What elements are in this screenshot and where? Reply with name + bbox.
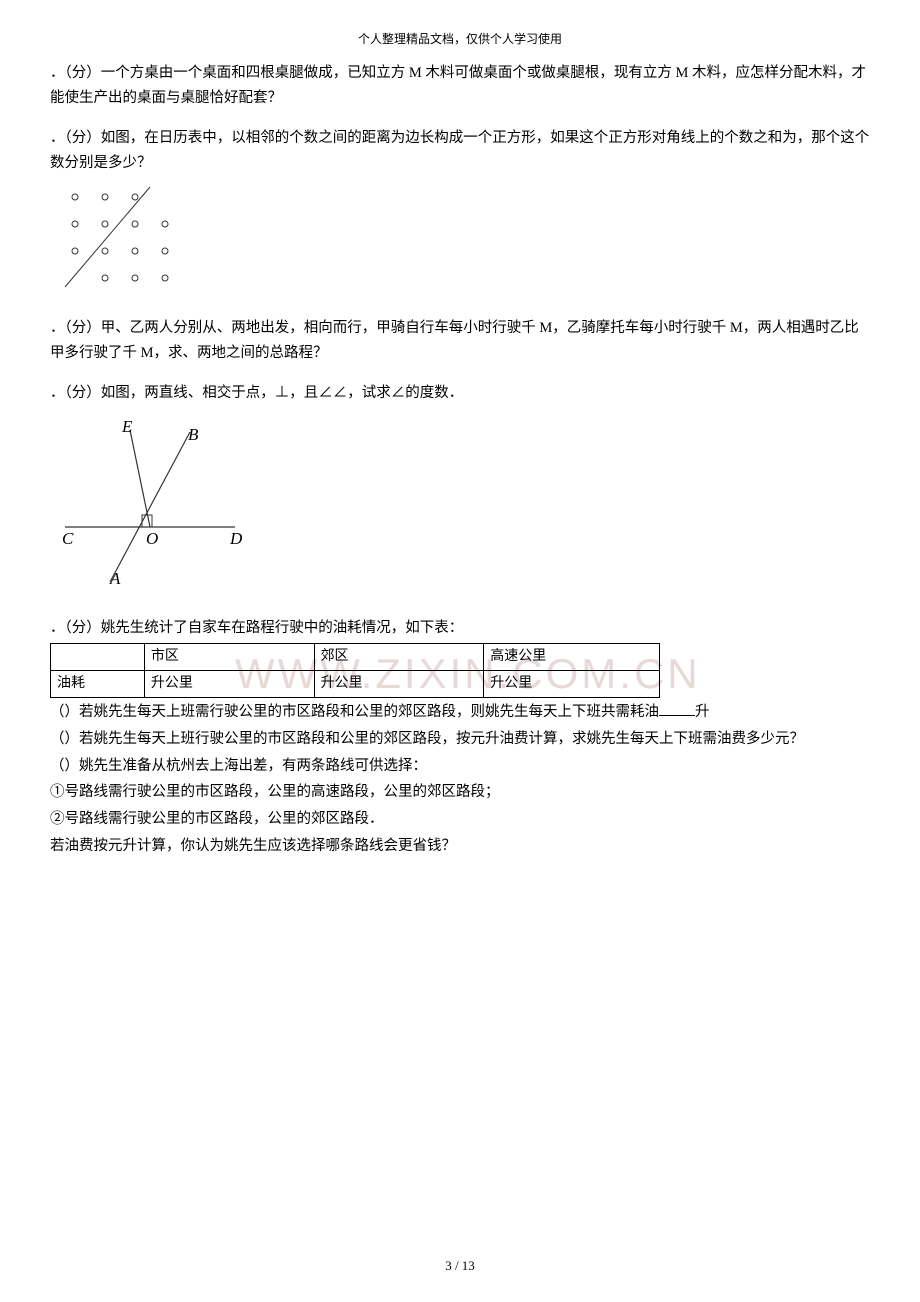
calendar-figure: [60, 182, 870, 300]
table-cell: 升公里: [144, 671, 314, 698]
fuel-table: 市区 郊区 高速公里 油耗 升公里 升公里 升公里: [50, 643, 870, 699]
page-footer: 3 / 13: [0, 1256, 920, 1277]
table-row: 市区 郊区 高速公里: [51, 643, 660, 670]
table-cell: 升公里: [484, 671, 660, 698]
label-A: A: [109, 569, 121, 588]
question-5-final: 若油费按元升计算，你认为姚先生应该选择哪条路线会更省钱？: [50, 834, 870, 859]
page-content: 个人整理精品文档，仅供个人学习使用 ．（分）一个方桌由一个桌面和四根桌腿做成，已…: [50, 30, 870, 858]
question-5-opt2: ②号路线需行驶公里的市区路段，公里的郊区路段．: [50, 807, 870, 832]
question-4: ．（分）如图，两直线、相交于点，⊥，且∠∠，试求∠的度数．: [50, 381, 870, 406]
label-O: O: [146, 529, 158, 548]
q5-sub1-text-b: 升: [695, 704, 710, 720]
question-5-intro: ．（分）姚先生统计了自家车在路程行驶中的油耗情况，如下表：: [50, 616, 870, 641]
q5-sub1-text-a: （）若姚先生每天上班需行驶公里的市区路段和公里的郊区路段，则姚先生每天上下班共需…: [50, 704, 659, 720]
label-B: B: [188, 425, 199, 444]
label-C: C: [62, 529, 74, 548]
question-5-opt1: ①号路线需行驶公里的市区路段，公里的高速路段，公里的郊区路段；: [50, 780, 870, 805]
label-E: E: [121, 417, 133, 436]
table-cell: [51, 643, 145, 670]
table-cell: 油耗: [51, 671, 145, 698]
label-D: D: [229, 529, 243, 548]
table-row: 油耗 升公里 升公里 升公里: [51, 671, 660, 698]
table-cell: 升公里: [314, 671, 484, 698]
geometry-figure: E B C O D A: [60, 412, 870, 600]
table-cell: 郊区: [314, 643, 484, 670]
blank-fill: [659, 702, 695, 717]
question-5-sub2: （）若姚先生每天上班行驶公里的市区路段和公里的郊区路段，按元升油费计算，求姚先生…: [50, 727, 870, 752]
page-header: 个人整理精品文档，仅供个人学习使用: [50, 30, 870, 49]
table-cell: 市区: [144, 643, 314, 670]
table-cell: 高速公里: [484, 643, 660, 670]
question-5-sub3: （）姚先生准备从杭州去上海出差，有两条路线可供选择：: [50, 754, 870, 779]
question-2: ．（分）如图，在日历表中，以相邻的个数之间的距离为边长构成一个正方形，如果这个正…: [50, 126, 870, 175]
question-3: ．（分）甲、乙两人分别从、两地出发，相向而行，甲骑自行车每小时行驶千 M，乙骑摩…: [50, 316, 870, 365]
question-1: ．（分）一个方桌由一个桌面和四根桌腿做成，已知立方 M 木料可做桌面个或做桌腿根…: [50, 61, 870, 110]
question-5-sub1: （）若姚先生每天上班需行驶公里的市区路段和公里的郊区路段，则姚先生每天上下班共需…: [50, 700, 870, 725]
